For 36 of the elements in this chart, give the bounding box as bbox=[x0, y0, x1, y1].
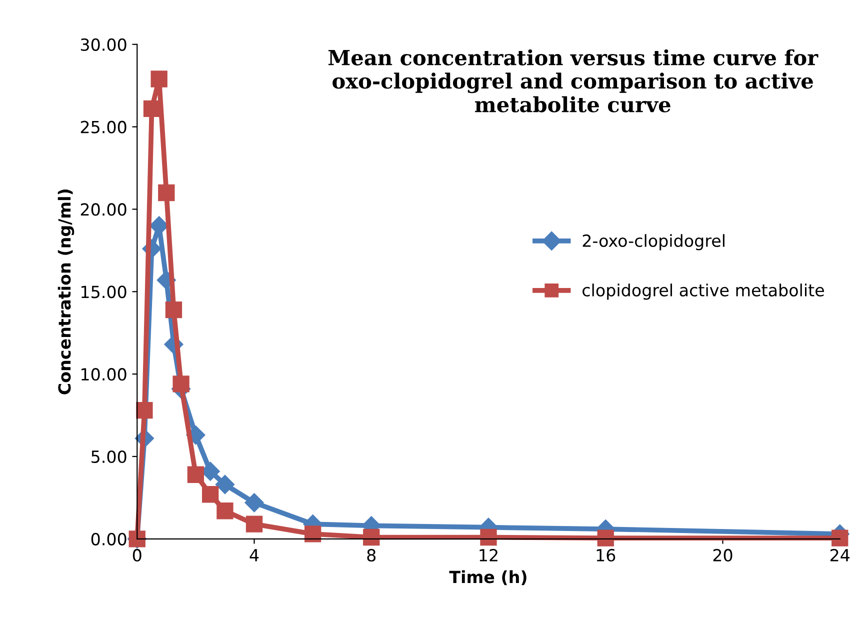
y-tick-label: 5.00 bbox=[92, 450, 126, 464]
point bbox=[165, 301, 182, 318]
x-axis-title: Time (h) bbox=[449, 570, 526, 586]
point bbox=[363, 528, 380, 546]
legend-label: 2-oxo-clopidogrel bbox=[582, 234, 724, 250]
text: Mean concentration versus time curve for oxo-clopidogrel and comparison to active metabolite curve bbox=[328, 49, 818, 112]
point bbox=[480, 528, 497, 546]
point bbox=[150, 70, 168, 88]
point bbox=[187, 466, 204, 483]
point bbox=[244, 493, 264, 512]
x-tick-label: 8 bbox=[367, 548, 376, 562]
point bbox=[158, 184, 175, 202]
point bbox=[216, 502, 234, 520]
point bbox=[832, 530, 848, 546]
point bbox=[202, 486, 219, 503]
point bbox=[597, 530, 614, 546]
point bbox=[304, 526, 322, 542]
x-tick-label: 4 bbox=[250, 549, 259, 562]
x-tick-label: 0 bbox=[132, 548, 142, 562]
point bbox=[246, 516, 263, 532]
y-tick-label: 15.00 bbox=[82, 286, 126, 298]
point bbox=[143, 100, 160, 117]
y-tick-label: 30.00 bbox=[80, 38, 126, 51]
x-tick-label: 24 bbox=[830, 548, 850, 562]
point bbox=[172, 376, 190, 392]
x-tick-label: 20 bbox=[713, 548, 732, 562]
x-tick-label: 16 bbox=[596, 548, 616, 562]
y-tick-label: 20.00 bbox=[80, 203, 126, 216]
y-axis-title: Concentration (ng/ml) bbox=[58, 190, 74, 394]
point bbox=[136, 402, 153, 419]
y-tick-label: 10.00 bbox=[82, 368, 126, 381]
legend-label: clopidogrel active metabolite bbox=[582, 284, 824, 300]
y-tick-label: 25.00 bbox=[80, 120, 126, 134]
x-tick-label: 12 bbox=[480, 548, 498, 562]
point bbox=[215, 474, 234, 494]
y-tick-label: 0.00 bbox=[91, 532, 126, 546]
